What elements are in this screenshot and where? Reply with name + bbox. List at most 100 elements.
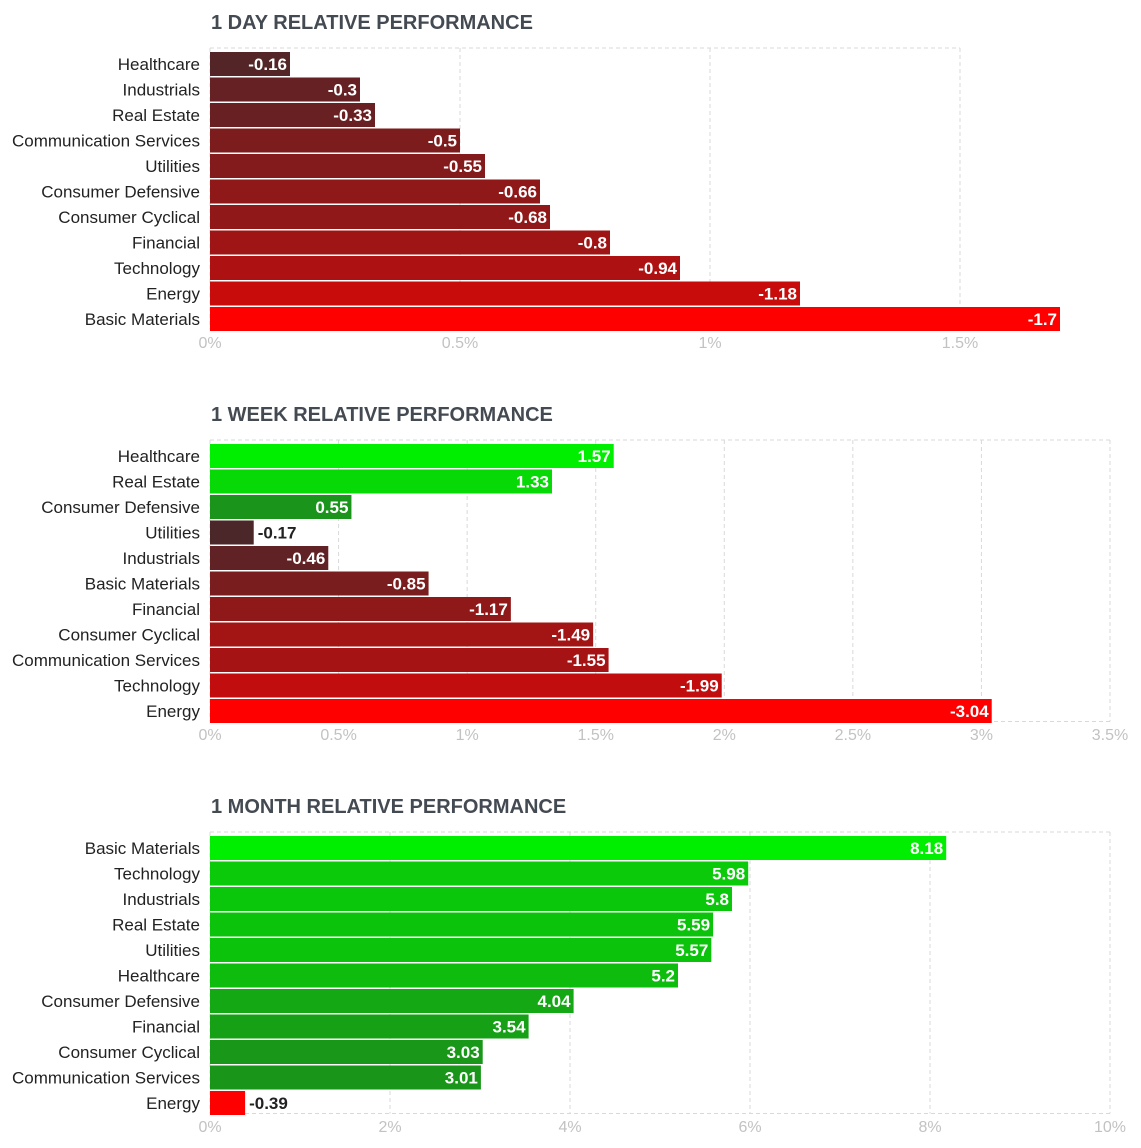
value-label: -1.99 [680,677,719,696]
category-label: Energy [146,1094,200,1113]
category-label: Energy [146,702,200,721]
category-label: Communication Services [12,651,200,670]
value-label: -0.33 [333,106,372,125]
category-label: Technology [114,865,201,884]
category-label: Healthcare [118,447,200,466]
value-label: 4.04 [538,992,572,1011]
bar [210,1014,529,1039]
value-label: 5.8 [705,890,729,909]
bar [210,546,329,570]
bar [210,281,800,306]
day-chart-title: 1 DAY RELATIVE PERFORMANCE [211,12,533,34]
bar [210,597,511,621]
category-label: Consumer Defensive [41,992,200,1011]
week-performance-panel: 1 WEEK RELATIVE PERFORMANCE 0% 0.5% 1% 1.5%… [0,392,1141,772]
bar [210,912,714,937]
category-label: Basic Materials [85,310,200,329]
month-chart-title: 1 MONTH RELATIVE PERFORMANCE [211,796,567,818]
bar [210,861,749,886]
bar [210,571,429,596]
category-label: Healthcare [118,967,200,986]
value-label: -1.55 [567,651,606,670]
x-tick-label: 0% [198,1119,221,1136]
bar [210,989,574,1013]
value-label: -0.66 [498,183,537,202]
month-performance-chart: 0% 2% 4% 6% 8% 10% Basic Materials 8.18 Technolo… [12,831,1126,1136]
bar [210,699,992,723]
x-tick-label: 0.5% [320,727,356,744]
bar [210,648,609,672]
value-label: 5.59 [677,916,710,935]
bar [210,256,680,280]
day-performance-panel: 1 DAY RELATIVE PERFORMANCE 0% 0.5% 1% 1.5% H… [0,0,1141,380]
x-tick-label: 0% [198,335,221,352]
category-label: Basic Materials [85,575,200,594]
category-label: Industrials [123,549,200,568]
x-tick-label: 8% [918,1119,941,1136]
bar [210,1065,481,1090]
category-label: Utilities [145,524,200,543]
x-tick-label: 2% [378,1119,401,1136]
bar [210,836,947,860]
value-label: 3.54 [493,1018,527,1037]
value-label: -0.3 [328,81,357,100]
bar [210,1040,483,1064]
category-label: Communication Services [12,1069,200,1088]
bar [210,520,254,545]
bar [210,1091,246,1115]
category-label: Financial [132,234,200,253]
day-performance-chart: 0% 0.5% 1% 1.5% Healthcare -0.16 Industrials -0… [12,47,1060,352]
category-label: Consumer Defensive [41,183,200,202]
category-label: Technology [114,259,201,278]
category-label: Utilities [145,941,200,960]
category-label: Utilities [145,157,200,176]
bar [210,444,614,468]
category-label: Financial [132,600,200,619]
category-label: Healthcare [118,55,200,74]
category-label: Consumer Defensive [41,498,200,517]
value-label: -0.17 [258,524,297,543]
bar [210,673,722,698]
x-tick-label: 0% [198,727,221,744]
bar [210,230,610,255]
value-label: -0.55 [443,157,482,176]
x-tick-label: 0.5% [442,335,478,352]
value-label: -0.5 [428,132,457,151]
value-label: 8.18 [910,839,943,858]
bar [210,887,732,911]
x-tick-label: 1.5% [577,727,613,744]
x-tick-label: 1.5% [942,335,978,352]
value-label: 5.2 [651,967,675,986]
week-performance-chart: 0% 0.5% 1% 1.5% 2% 2.5% 3% 3.5% Healthcare 1.57 Re… [12,439,1128,744]
category-label: Consumer Cyclical [58,208,200,227]
value-label: -0.94 [638,259,677,278]
value-label: 5.57 [675,941,708,960]
category-label: Communication Services [12,132,200,151]
category-label: Real Estate [112,916,200,935]
bar [210,469,552,494]
bar [210,77,360,102]
x-tick-label: 6% [738,1119,761,1136]
x-tick-label: 1% [698,335,721,352]
bar [210,622,594,647]
category-label: Real Estate [112,106,200,125]
value-label: -1.17 [469,600,508,619]
week-chart-title: 1 WEEK RELATIVE PERFORMANCE [211,404,553,426]
x-tick-label: 2.5% [835,727,871,744]
value-label: 1.33 [516,473,549,492]
category-label: Industrials [123,81,200,100]
value-label: -0.85 [387,575,426,594]
value-label: -0.39 [249,1094,288,1113]
bar [210,307,1060,331]
bar [210,128,460,153]
bar [210,154,485,178]
x-tick-label: 4% [558,1119,581,1136]
category-label: Industrials [123,890,200,909]
bar [210,495,352,519]
category-label: Consumer Cyclical [58,1043,200,1062]
value-label: 1.57 [578,447,611,466]
value-label: -0.68 [508,208,547,227]
value-label: -1.7 [1028,310,1057,329]
category-label: Real Estate [112,473,200,492]
month-performance-panel: 1 MONTH RELATIVE PERFORMANCE 0% 2% 4% 6% 8% 1… [0,784,1141,1148]
